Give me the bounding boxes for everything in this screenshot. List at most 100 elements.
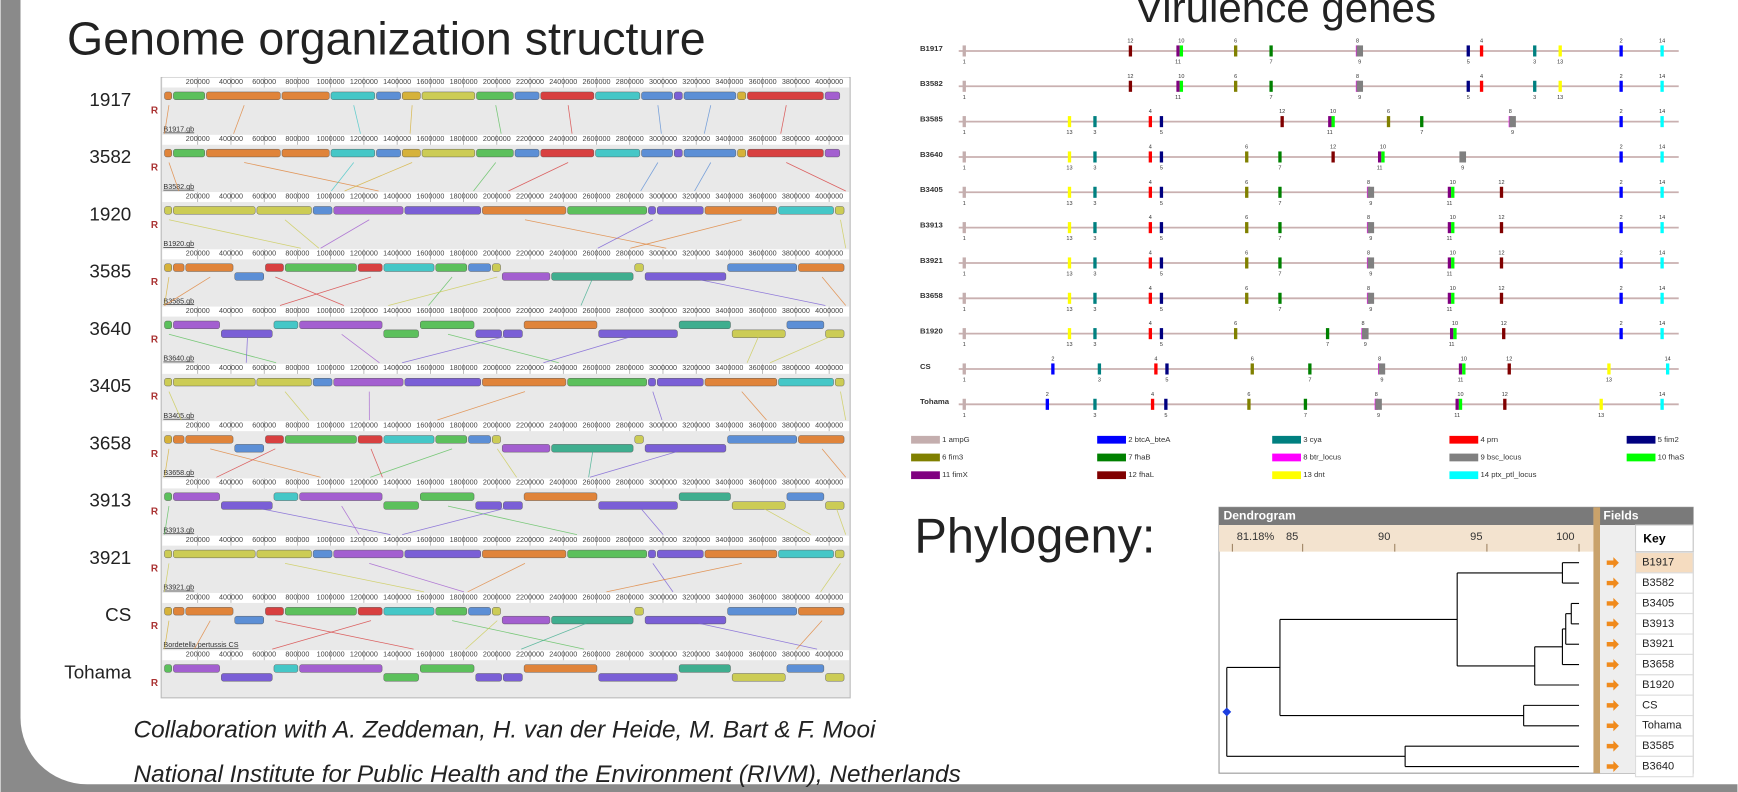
gene-label: 7 (1270, 59, 1273, 65)
gene-marker (1451, 257, 1454, 268)
lcb-block (206, 149, 280, 157)
gene-label: 8 (1378, 356, 1381, 362)
lcb-block (282, 92, 329, 100)
gene-label: 1 (963, 413, 966, 419)
gene-marker (1328, 116, 1331, 127)
ruler-tick-label: 4000000 (815, 77, 843, 86)
lcb-block (265, 264, 283, 272)
track-r: R (151, 277, 158, 288)
ruler-tick-label: 3000000 (649, 535, 677, 544)
ruler-tick-label: 2200000 (516, 420, 544, 429)
lcb-block (165, 550, 172, 558)
lcb-block (825, 92, 840, 100)
ruler-tick-label: 3200000 (682, 650, 710, 659)
track-r: R (151, 392, 158, 403)
ruler-tick-label: 1600000 (416, 249, 444, 258)
lcb-block (705, 550, 777, 558)
lcb-block (165, 264, 172, 272)
gene-marker (1533, 45, 1536, 56)
gene-marker (1607, 363, 1610, 374)
gene-marker (1160, 222, 1163, 233)
gene-label: 3 (1093, 342, 1096, 348)
gene-label: 13 (1066, 271, 1072, 277)
ruler-tick-label: 3800000 (782, 478, 810, 487)
ruler-tick-label: 2600000 (583, 77, 611, 86)
lcb-block (285, 436, 356, 444)
gene-label: 1 (963, 165, 966, 171)
gene-marker (1278, 187, 1281, 198)
lcb-block (358, 607, 382, 615)
ruler-tick-label: 3000000 (649, 592, 677, 601)
lcb-block (684, 92, 736, 100)
gene-label: 2 (1620, 109, 1623, 115)
track-label: 3585 (89, 261, 131, 282)
lcb-block (313, 378, 332, 386)
ruler-tick-label: 1000000 (317, 134, 345, 143)
track-file: Bordetella pertussis CS (163, 640, 238, 649)
leaf-key: CS (1642, 699, 1657, 711)
track-file: B3582.gb (163, 182, 194, 191)
gene-marker (1093, 222, 1096, 233)
ruler-tick-label: 1600000 (416, 77, 444, 86)
gene-label: 8 (1367, 180, 1370, 186)
ruler-tick-label: 2600000 (583, 478, 611, 487)
gene-label: 5 (1467, 59, 1470, 65)
track-r: R (151, 621, 158, 632)
legend-swatch (1449, 454, 1478, 462)
lcb-block (165, 436, 172, 444)
leaf-key: B3921 (1642, 638, 1674, 650)
gene-label: 4 (1149, 321, 1152, 327)
lcb-block (468, 607, 490, 615)
gene-label: 13 (1066, 130, 1072, 136)
gene-label: 10 (1450, 250, 1456, 256)
leaf-key: B3585 (1642, 740, 1674, 752)
ruler-tick-label: 400000 (219, 77, 243, 86)
gene-label: 10 (1461, 356, 1467, 362)
ruler-tick-label: 200000 (186, 249, 210, 258)
gene-label: 9 (1461, 165, 1464, 171)
slide-title: Genome organization structure (67, 12, 706, 64)
gene-marker (1456, 399, 1459, 410)
ruler-tick-label: 3200000 (682, 191, 710, 200)
lcb-block (657, 206, 703, 214)
legend-swatch (1272, 454, 1301, 462)
gene-label: 2 (1620, 180, 1623, 186)
ruler-tick-label: 4000000 (815, 306, 843, 315)
ruler-tick-label: 2800000 (616, 134, 644, 143)
lcb-block (420, 493, 474, 501)
ruler-tick-label: 2800000 (616, 191, 644, 200)
gene-label: 13 (1066, 165, 1072, 171)
gene-label: 2 (1046, 392, 1049, 398)
track-label: 3405 (89, 375, 131, 396)
gene-marker (1356, 81, 1363, 92)
ruler-tick-label: 800000 (285, 535, 309, 544)
ruler-tick-label: 1800000 (450, 478, 478, 487)
track-file: B3640.gb (163, 354, 194, 363)
gene-marker (1068, 222, 1071, 233)
lcb-block (482, 550, 566, 558)
legend-label: 11 fimX (942, 470, 968, 479)
gene-marker (1093, 399, 1096, 410)
lcb-block (798, 436, 844, 444)
gene-label: 9 (1369, 307, 1372, 313)
gene-label: 5 (1160, 307, 1163, 313)
ruler-tick-label: 1200000 (350, 650, 378, 659)
track-file: B3585.gb (163, 296, 194, 305)
ruler-tick-label: 3600000 (749, 478, 777, 487)
gene-marker (1160, 293, 1163, 304)
gene-label: 11 (1447, 201, 1453, 207)
gene-marker (1149, 328, 1152, 339)
lcb-block (825, 149, 840, 157)
leaf-key: B1920 (1642, 679, 1674, 691)
gene-marker (1149, 116, 1152, 127)
ruler-tick-label: 1400000 (383, 249, 411, 258)
gene-marker (963, 45, 966, 56)
ruler-tick-label: 2000000 (483, 306, 511, 315)
ruler-tick-label: 4000000 (815, 249, 843, 258)
gene-label: 9 (1358, 59, 1361, 65)
ruler-tick-label: 800000 (285, 363, 309, 372)
gene-marker (1448, 187, 1451, 198)
gene-marker (1619, 81, 1622, 92)
gene-marker (1619, 222, 1622, 233)
gene-label: 11 (1454, 413, 1460, 419)
